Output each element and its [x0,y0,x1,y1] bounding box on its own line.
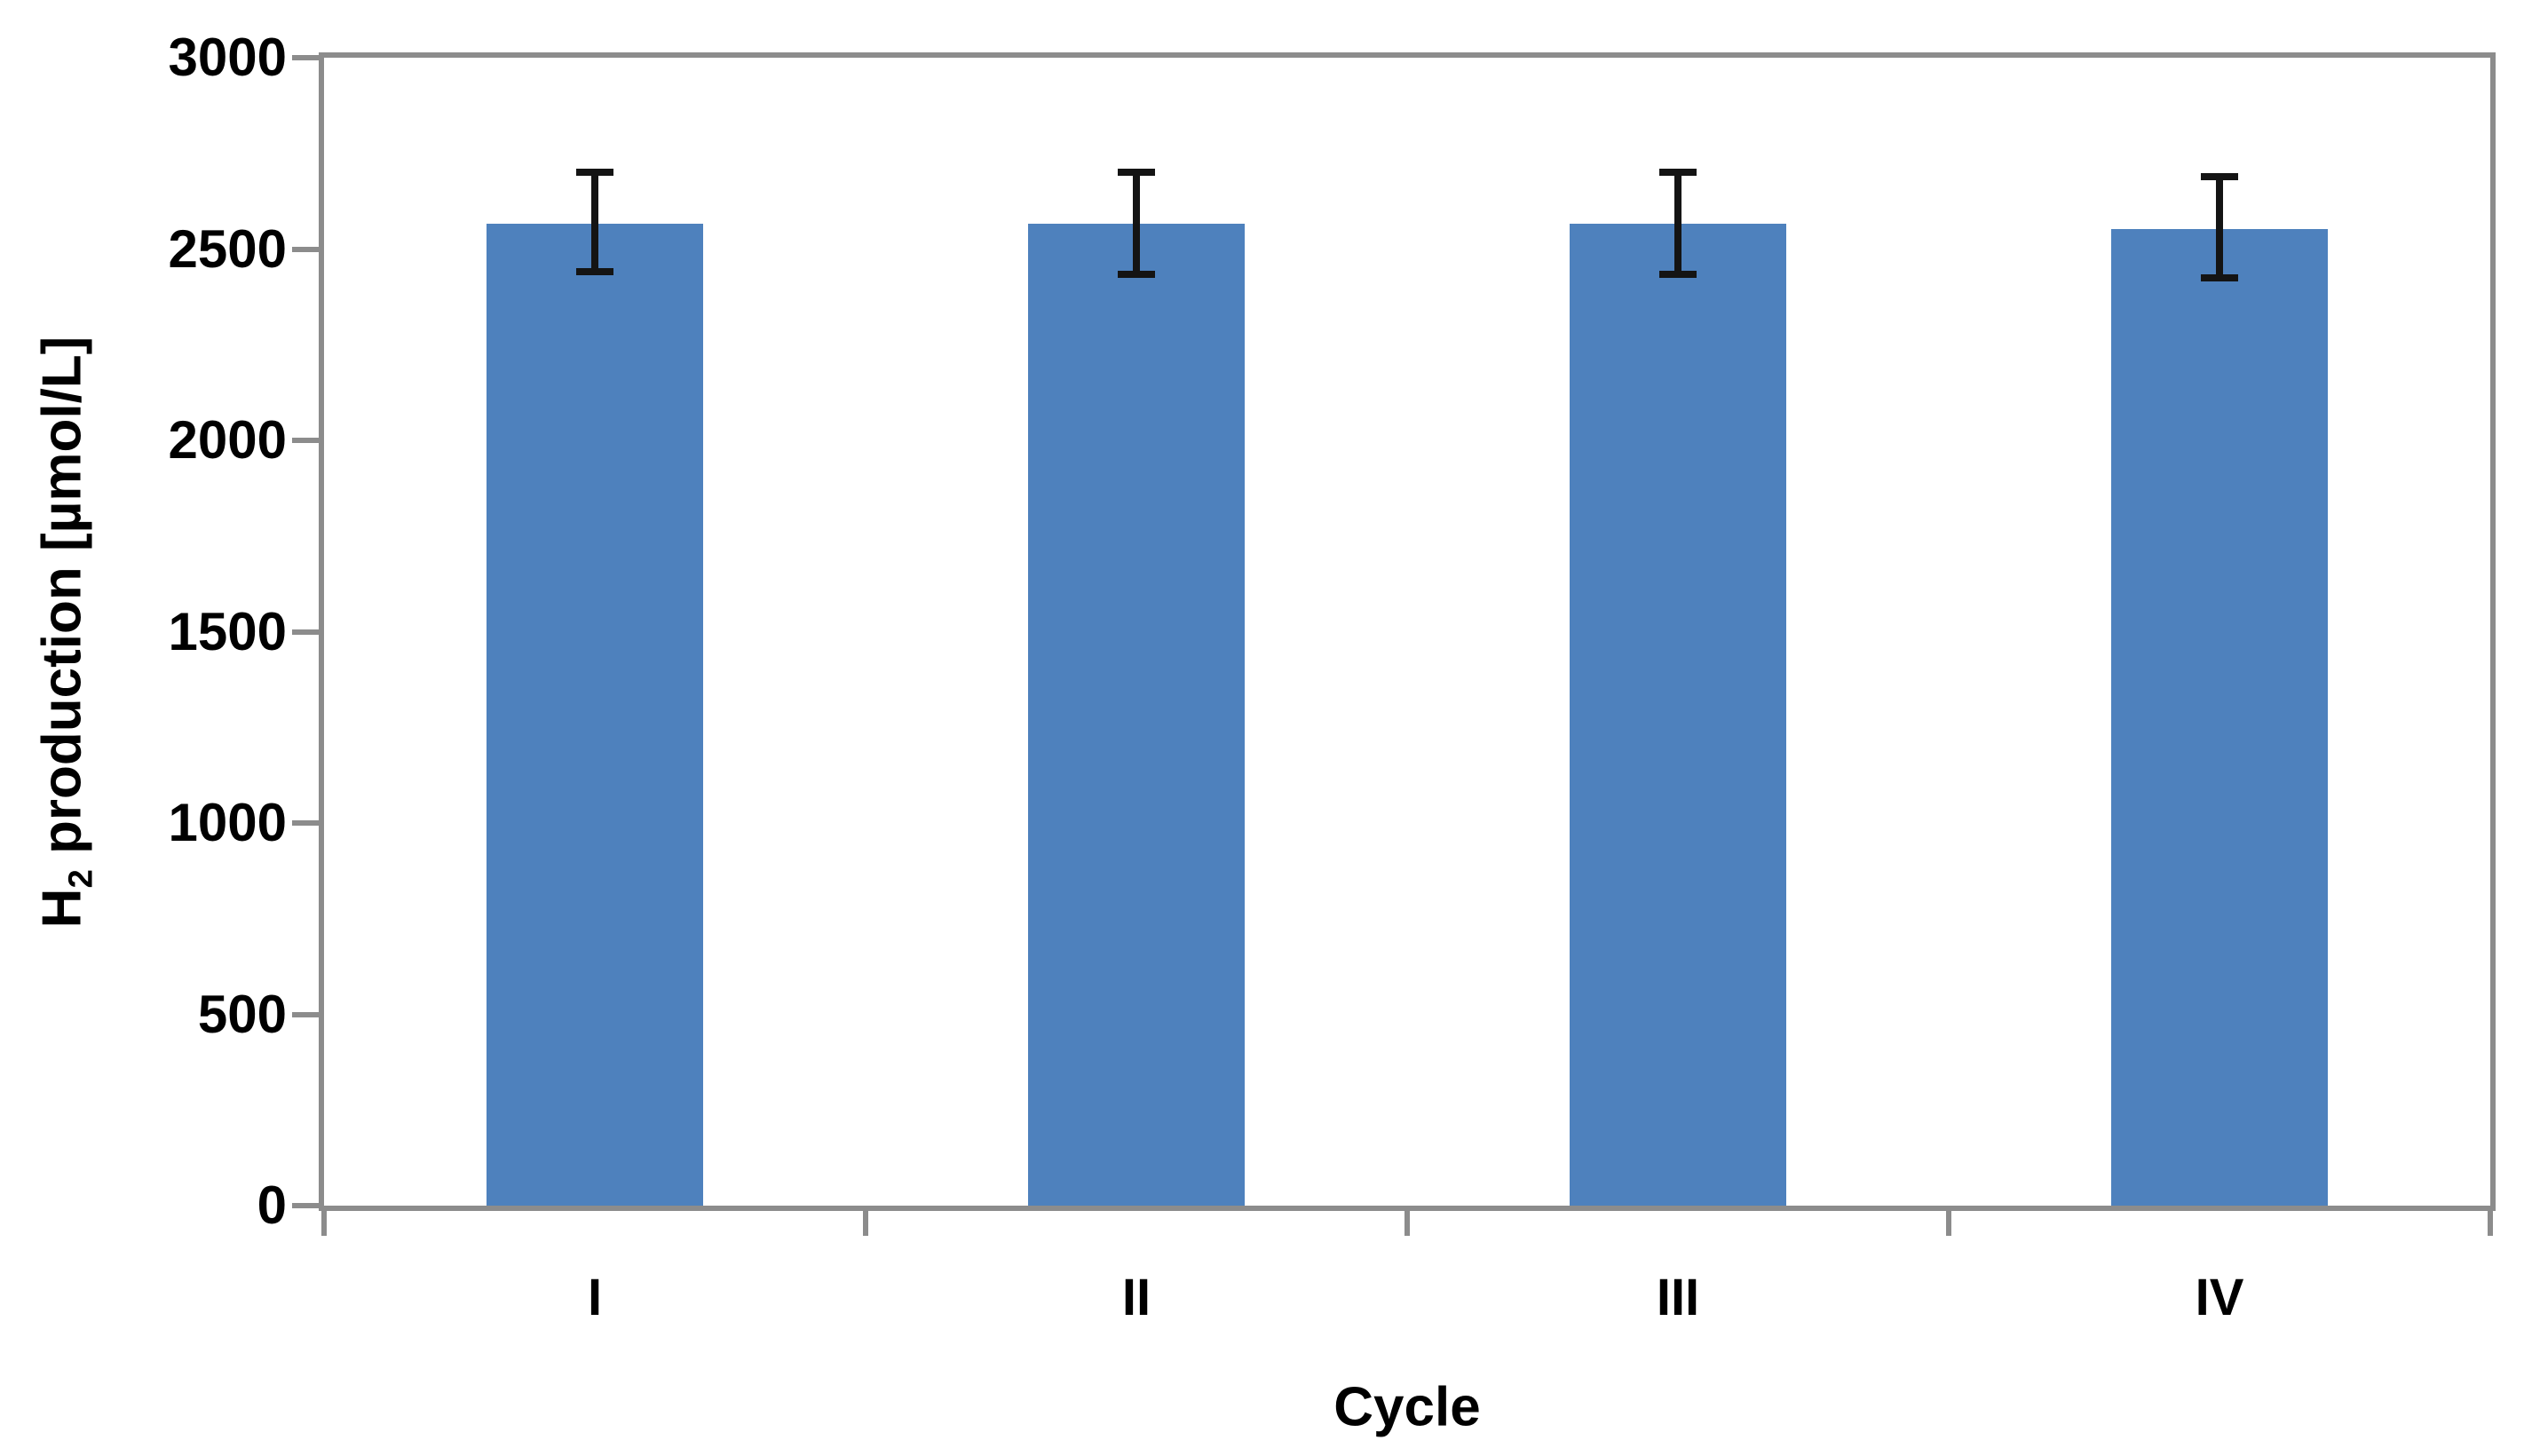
x-category-label-II: II [1121,1269,1151,1326]
error-bar-cap-bottom [2201,274,2238,282]
bar-cycle-II [1028,224,1245,1206]
y-axis-tick [292,246,324,252]
x-axis-tick [321,1206,327,1236]
y-axis-title-rest: production [µmol/L] [31,336,93,870]
bar-cycle-III [1570,224,1786,1206]
y-axis-tick [292,1011,324,1017]
x-category-label-I: I [587,1269,603,1326]
error-bar-cap-top [1118,169,1155,177]
x-axis-tick [863,1206,868,1236]
x-axis-tick [1404,1206,1410,1236]
error-bar-line [1674,172,1681,274]
x-axis-tick [2488,1206,2493,1236]
error-bar-line [591,172,598,273]
x-category-label-III: III [1656,1269,1700,1326]
y-axis-tick [292,820,324,826]
error-bar-line [1133,172,1140,274]
y-axis-title: H2 production [µmol/L] [30,336,100,929]
error-bar-line [2216,176,2223,279]
y-axis-tick-label: 500 [197,984,287,1044]
y-axis-tick [292,55,324,60]
y-axis-tick [292,1203,324,1208]
plot-area: 0 500 1000 1500 2000 2500 3000 I II III IV [169,31,2496,1324]
y-axis-tick [292,629,324,635]
error-bar-cap-bottom [576,268,613,276]
y-axis-tick-label: 2000 [168,410,287,470]
bar-cycle-IV [2111,229,2328,1206]
error-bar-cap-top [576,169,613,177]
x-category-label-IV: IV [2195,1269,2244,1326]
y-axis-title-base: H [31,888,93,929]
y-axis-tick-label: 1000 [168,793,287,852]
y-axis-tick [292,438,324,443]
y-axis-tick-label: 2500 [168,218,287,279]
y-axis-tick-label: 3000 [168,28,287,87]
x-axis-tick [1946,1206,1951,1236]
bar-cycle-I [487,224,703,1206]
error-bar-cap-top [1659,169,1697,177]
error-bar-cap-bottom [1118,270,1155,278]
y-axis-title-subscript: 2 [61,869,100,889]
y-axis-tick-label: 1500 [168,601,287,661]
x-axis-title: Cycle [1333,1376,1481,1438]
error-bar-cap-top [2201,172,2238,180]
y-axis-tick-label: 0 [257,1175,287,1235]
error-bar-cap-bottom [1659,270,1697,278]
